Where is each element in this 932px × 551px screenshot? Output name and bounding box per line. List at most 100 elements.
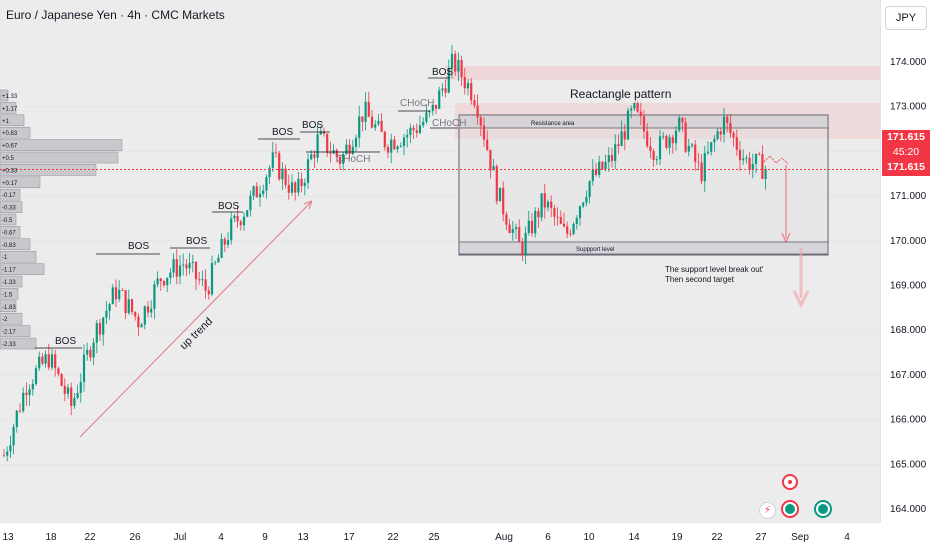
volume-profile-bar: [0, 312, 23, 325]
candle-body: [562, 223, 566, 227]
volume-profile: [0, 89, 123, 350]
candle-body: [370, 116, 374, 128]
candle-body: [764, 169, 767, 179]
candle-body: [642, 116, 646, 132]
candle-body: [665, 135, 668, 148]
candle-body: [508, 224, 511, 233]
candle-body: [441, 88, 444, 91]
candle-body: [79, 381, 82, 393]
candle-body: [297, 178, 300, 193]
candle-body: [655, 159, 658, 161]
candle-body: [201, 279, 204, 281]
candle-body: [649, 146, 652, 152]
candle-body: [194, 261, 198, 280]
candle-body: [585, 197, 588, 203]
candle-body: [82, 354, 86, 382]
time-axis[interactable]: [0, 522, 880, 551]
volume-profile-bar: [0, 300, 17, 313]
candle-body: [476, 105, 479, 118]
candle-body: [342, 153, 345, 164]
candle-body: [271, 152, 274, 168]
candle-body: [380, 120, 383, 132]
candle-body: [182, 264, 185, 266]
candle-body: [287, 184, 290, 193]
candle-body: [678, 117, 681, 131]
candle-body: [598, 161, 601, 175]
candle-body: [406, 135, 409, 138]
currency-button[interactable]: JPY: [885, 6, 927, 30]
candle-body: [111, 287, 114, 305]
candle-body: [694, 144, 697, 162]
candle-body: [582, 202, 585, 207]
candlestick-series: [2, 44, 767, 462]
candle-body: [303, 182, 306, 186]
volume-profile-bar: [0, 102, 17, 114]
candle-body: [137, 316, 140, 328]
candle-body: [348, 144, 351, 154]
event-icon-teal-1[interactable]: [781, 500, 799, 518]
volume-profile-bar: [0, 89, 9, 102]
candle-body: [95, 323, 98, 343]
candle-body: [473, 100, 476, 106]
candle-body: [681, 117, 684, 123]
candle-body: [15, 410, 18, 427]
candle-body: [153, 284, 156, 309]
support-band: [458, 241, 829, 255]
candle-body: [444, 88, 447, 93]
lightning-icon[interactable]: ⚡: [759, 502, 776, 519]
candle-body: [233, 215, 236, 219]
candle-body: [738, 149, 742, 161]
candle-body: [498, 187, 502, 202]
candle-body: [313, 154, 316, 158]
event-icon-red[interactable]: [782, 474, 798, 490]
candle-body: [745, 157, 748, 159]
price-axis[interactable]: [880, 0, 932, 522]
candle-body: [290, 182, 294, 193]
candle-body: [262, 190, 265, 194]
candle-body: [130, 299, 134, 312]
candle-body: [604, 162, 607, 170]
candle-body: [524, 232, 527, 256]
candle-body: [482, 125, 486, 140]
candle-body: [89, 349, 92, 358]
candle-body: [217, 257, 220, 263]
candle-body: [710, 142, 713, 152]
candle-body: [434, 104, 438, 109]
candle-body: [697, 161, 700, 163]
last-price-value: 171.615: [887, 131, 925, 143]
candle-body: [594, 169, 598, 175]
candle-body: [31, 383, 34, 390]
volume-profile-bar: [0, 126, 31, 139]
candle-body: [684, 122, 687, 152]
candle-body: [495, 166, 498, 202]
candle-body: [278, 153, 281, 180]
candle-body: [322, 131, 326, 134]
candle-body: [338, 157, 342, 164]
candle-body: [617, 144, 620, 147]
volume-profile-bar: [0, 250, 37, 263]
candle-body: [354, 137, 358, 147]
candle-body: [310, 154, 313, 160]
candle-body: [390, 139, 393, 153]
event-icon-teal-2[interactable]: [814, 500, 832, 518]
candle-body: [463, 77, 466, 89]
candle-body: [146, 306, 150, 313]
candle-body: [719, 131, 722, 135]
chart-area[interactable]: [0, 0, 880, 522]
volume-profile-bar: [0, 275, 23, 288]
volume-profile-bar: [0, 176, 41, 189]
candle-body: [329, 152, 332, 154]
candle-body: [105, 310, 108, 318]
candle-body: [210, 263, 214, 295]
projection-arrowhead-2: [792, 290, 810, 309]
candle-body: [687, 146, 690, 152]
candle-body: [108, 304, 111, 311]
candle-body: [188, 263, 191, 269]
candle-body: [700, 162, 703, 182]
candle-body: [716, 131, 719, 139]
candle-body: [60, 373, 63, 386]
candle-body: [166, 277, 169, 286]
candle-body: [623, 131, 626, 140]
candle-body: [751, 163, 754, 171]
candle-body: [511, 229, 514, 233]
